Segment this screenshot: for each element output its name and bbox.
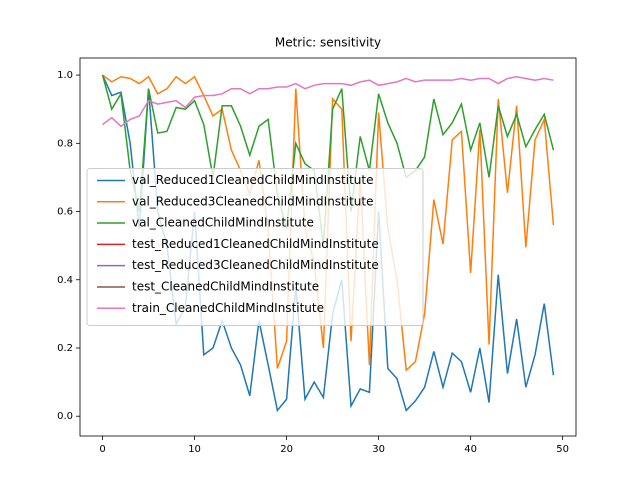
- x-tick-label: 40: [464, 444, 477, 455]
- x-tick-label: 30: [372, 444, 385, 455]
- x-tick-label: 10: [188, 444, 201, 455]
- y-tick-label: 0.2: [57, 343, 73, 354]
- x-tick-label: 20: [280, 444, 293, 455]
- chart-title: Metric: sensitivity: [275, 36, 381, 50]
- y-tick-label: 0.6: [57, 207, 73, 218]
- series-line: [102, 76, 554, 128]
- legend-label: train_CleanedChildMindInstitute: [132, 301, 324, 315]
- legend-label: test_Reduced1CleanedChildMindInstitute: [132, 237, 379, 251]
- y-tick-label: 0.0: [57, 411, 73, 422]
- y-tick-label: 0.8: [57, 138, 73, 149]
- y-tick-label: 0.4: [57, 275, 73, 286]
- legend-box: [86, 167, 424, 327]
- x-tick-label: 50: [556, 444, 569, 455]
- legend-label: test_Reduced3CleanedChildMindInstitute: [132, 258, 379, 272]
- legend-label: val_Reduced1CleanedChildMindInstitute: [132, 173, 374, 187]
- plot-frame: [79, 57, 577, 437]
- legend-label: val_Reduced3CleanedChildMindInstitute: [132, 194, 374, 208]
- x-tick-label: 0: [99, 444, 105, 455]
- legend-label: val_CleanedChildMindInstitute: [132, 216, 314, 230]
- y-tick-label: 1.0: [57, 70, 73, 81]
- legend-label: test_CleanedChildMindInstitute: [132, 279, 319, 293]
